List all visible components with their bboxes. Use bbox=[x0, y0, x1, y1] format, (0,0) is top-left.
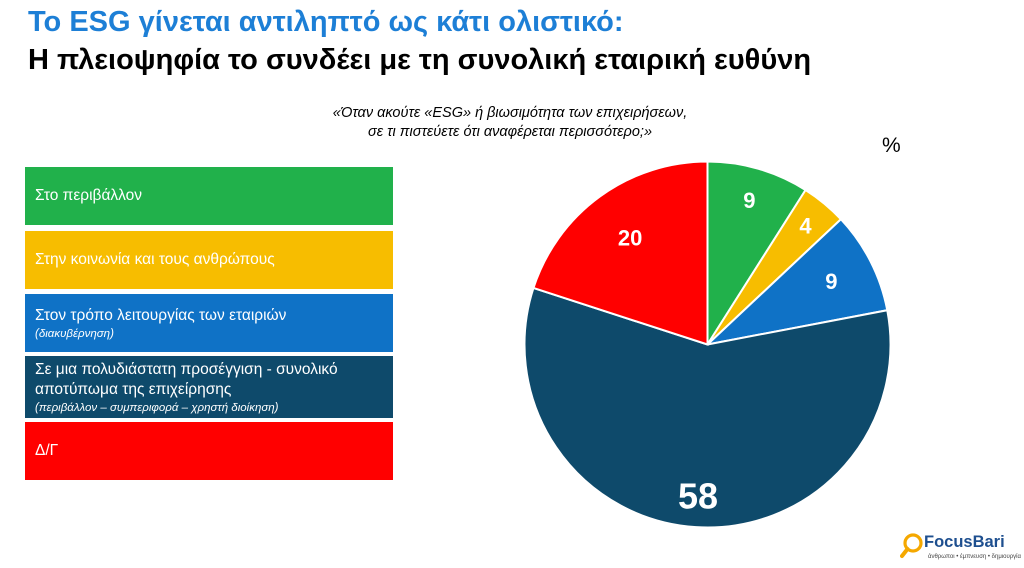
survey-question-line-1: «Όταν ακούτε «ESG» ή βιωσιμότητα των επι… bbox=[332, 105, 688, 121]
logo-wordmark: FocusBari bbox=[924, 533, 1005, 551]
pie-slice-dont-know bbox=[532, 160, 709, 346]
logo-tagline: άνθρωποι • έμπνευση • δημιουργία bbox=[928, 554, 1021, 560]
legend-label: Στον τρόπο λειτουργίας των εταιριών bbox=[35, 306, 287, 324]
unit-label: % bbox=[882, 134, 901, 157]
legend-label: Στην κοινωνία και τους ανθρώπους bbox=[35, 251, 275, 268]
legend-item-holistic: Σε μια πολυδιάστατη προσέγγιση - συνολικ… bbox=[25, 356, 393, 418]
legend-item-dont-know: Δ/Γ bbox=[25, 422, 393, 480]
survey-question: «Όταν ακούτε «ESG» ή βιωσιμότητα των επι… bbox=[300, 104, 720, 142]
legend-label: Στο περιβάλλον bbox=[35, 187, 143, 204]
legend-label: Σε μια πολυδιάστατη προσέγγιση - συνολικ… bbox=[35, 360, 338, 398]
pie-slice-environment-value-label: 9 bbox=[743, 188, 755, 213]
pie-chart: 9 4 9 58 20 bbox=[523, 160, 892, 529]
pie-slice-dont-know-value-label: 20 bbox=[618, 225, 642, 250]
legend-label: Δ/Γ bbox=[35, 442, 59, 459]
pie-slice-environment bbox=[706, 160, 807, 348]
legend-item-environment: Στο περιβάλλον bbox=[25, 167, 393, 225]
page-title: Το ESG γίνεται αντιληπτό ως κάτι ολιστικ… bbox=[28, 6, 624, 38]
focusbari-logo: FocusBari άνθρωποι • έμπνευση • δημιουργ… bbox=[900, 532, 1022, 566]
pie-slice-society-value-label: 4 bbox=[799, 214, 812, 239]
legend-item-governance: Στον τρόπο λειτουργίας των εταιριών (δια… bbox=[25, 294, 393, 352]
legend-item-society: Στην κοινωνία και τους ανθρώπους bbox=[25, 231, 393, 289]
magnifier-icon bbox=[900, 533, 923, 558]
pie-slice-holistic-value-label: 58 bbox=[678, 476, 718, 517]
legend-sublabel: (διακυβέρνηση) bbox=[35, 327, 114, 340]
pie-slice-governance-value-label: 9 bbox=[825, 269, 837, 294]
survey-question-line-2: σε τι πιστεύετε ότι αναφέρεται περισσότε… bbox=[367, 124, 653, 140]
page-subtitle: Η πλειοψηφία το συνδέει με τη συνολική ε… bbox=[28, 44, 812, 76]
pie-slice-governance bbox=[704, 217, 889, 347]
legend-sublabel: (περιβάλλον – συμπεριφορά – χρηστή διοίκ… bbox=[35, 401, 279, 414]
pie-slice-holistic bbox=[523, 286, 892, 529]
